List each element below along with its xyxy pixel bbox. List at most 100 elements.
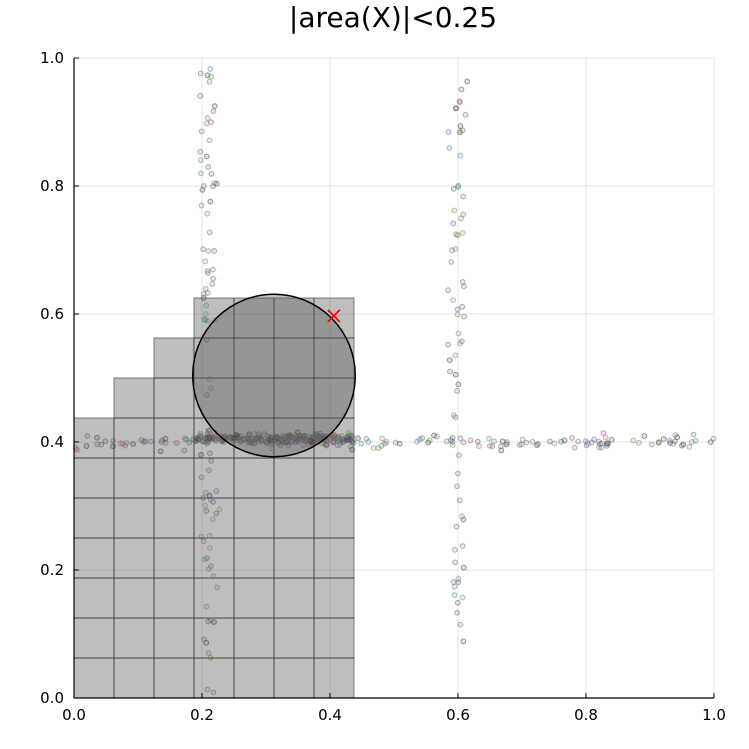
scatter-point-249 <box>489 443 496 450</box>
scatter-point-12 <box>203 302 210 309</box>
scatter-point-522 <box>285 434 292 441</box>
box-cell-15 <box>113 577 155 619</box>
box-cell-37 <box>153 457 195 499</box>
scatter-point-282 <box>686 444 693 450</box>
scatter-point-45 <box>200 294 207 301</box>
scatter-point-505 <box>340 439 347 445</box>
scatter-point-415 <box>244 439 251 446</box>
scatter-point-305 <box>584 440 591 447</box>
scatter-point-288 <box>467 437 474 444</box>
scatter-point-21 <box>209 281 216 287</box>
scatter-point-39 <box>203 336 210 343</box>
box-cell-56 <box>193 337 235 379</box>
x-tick-label-1: 0.2 <box>190 706 214 724</box>
box-cell-6 <box>313 657 355 699</box>
scatter-point-48 <box>207 198 214 205</box>
box-cell-24 <box>193 537 235 579</box>
scatter-point-207 <box>94 434 100 441</box>
box-cell-1 <box>113 657 155 699</box>
scatter-point-123 <box>451 583 458 590</box>
box-cell-14 <box>73 577 115 619</box>
scatter-point-141 <box>460 193 467 200</box>
scatter-point-77 <box>208 563 214 570</box>
scatter-point-143 <box>454 306 461 313</box>
scatter-point-292 <box>383 438 390 445</box>
scatter-point-309 <box>641 433 648 439</box>
scatter-point-60 <box>202 317 209 323</box>
scatter-point-68 <box>202 502 209 509</box>
scatter-point-73 <box>210 108 217 115</box>
scatter-point-5 <box>198 170 204 177</box>
scatter-point-151 <box>450 185 457 192</box>
scatter-point-26 <box>198 474 205 481</box>
scatter-point-489 <box>275 439 282 446</box>
scatter-point-230 <box>602 434 609 441</box>
y-tick-label-1: 0.2 <box>40 561 64 579</box>
scatter-point-131 <box>459 594 466 601</box>
scatter-point-158 <box>450 579 457 586</box>
scatter-point-16 <box>210 573 217 580</box>
scatter-point-51 <box>200 246 207 253</box>
box-cell-41 <box>313 457 355 499</box>
scatter-point-70 <box>204 210 211 217</box>
marker-stroke-2 <box>327 309 341 323</box>
scatter-point-171 <box>656 439 662 445</box>
scatter-point-134 <box>455 470 461 477</box>
box-cell-16 <box>153 577 195 619</box>
box-cell-39 <box>233 457 275 499</box>
scatter-point-173 <box>498 447 505 454</box>
x-tick-label-5: 1.0 <box>702 706 726 724</box>
scatter-point-498 <box>320 433 327 440</box>
scatter-point-235 <box>707 439 714 446</box>
box-cell-12 <box>273 617 315 659</box>
box-cell-63 <box>313 297 355 339</box>
box-cell-36 <box>113 457 155 499</box>
scatter-point-83 <box>197 157 204 164</box>
scatter-point-38 <box>209 266 216 273</box>
scatter-point-208 <box>98 441 105 448</box>
scatter-point-128 <box>461 313 467 320</box>
box-cell-23 <box>153 537 195 579</box>
scatter-point-22 <box>202 258 209 265</box>
scatter-point-152 <box>454 311 461 318</box>
scatter-point-277 <box>138 437 145 444</box>
scatter-point-69 <box>203 392 210 398</box>
scatter-point-31 <box>206 229 213 236</box>
box-cell-28 <box>73 497 115 539</box>
scatter-point-199 <box>636 439 642 446</box>
scatter-point-42 <box>213 488 220 495</box>
scatter-point-32 <box>198 202 205 209</box>
scatter-point-487 <box>246 436 253 443</box>
scatter-point-308 <box>648 441 655 448</box>
scatter-point-64 <box>201 556 208 563</box>
scatter-point-256 <box>157 448 164 455</box>
x-tick-label-4: 0.8 <box>574 706 598 724</box>
scatter-point-300 <box>474 438 481 445</box>
scatter-point-286 <box>503 441 510 448</box>
scatter-point-147 <box>448 259 455 265</box>
scatter-point-221 <box>449 442 456 448</box>
x-tick-label-2: 0.4 <box>318 706 342 724</box>
box-cell-13 <box>313 617 355 659</box>
scatter-point-109 <box>457 435 464 442</box>
scatter-point-137 <box>456 497 463 504</box>
scatter-point-284 <box>692 437 699 444</box>
scatter-point-145 <box>445 287 452 294</box>
scatter-point-57 <box>211 103 218 110</box>
scatter-point-117 <box>446 357 453 364</box>
scatter-point-181 <box>571 444 578 451</box>
scatter-point-503 <box>196 432 203 439</box>
scatter-point-104 <box>460 564 467 571</box>
scatter-point-224 <box>147 438 154 445</box>
scatter-point-280 <box>486 435 492 442</box>
scatter-point-491 <box>302 435 308 442</box>
scatter-point-497 <box>263 432 270 439</box>
box-cell-55 <box>153 337 195 379</box>
scatter-point-278 <box>347 443 354 450</box>
scatter-point-218 <box>690 431 697 438</box>
scatter-point-132 <box>449 247 455 254</box>
box-cell-7 <box>73 617 115 659</box>
scatter-point-239 <box>591 436 597 443</box>
scatter-point-33 <box>205 248 212 254</box>
scatter-point-19 <box>210 689 217 696</box>
